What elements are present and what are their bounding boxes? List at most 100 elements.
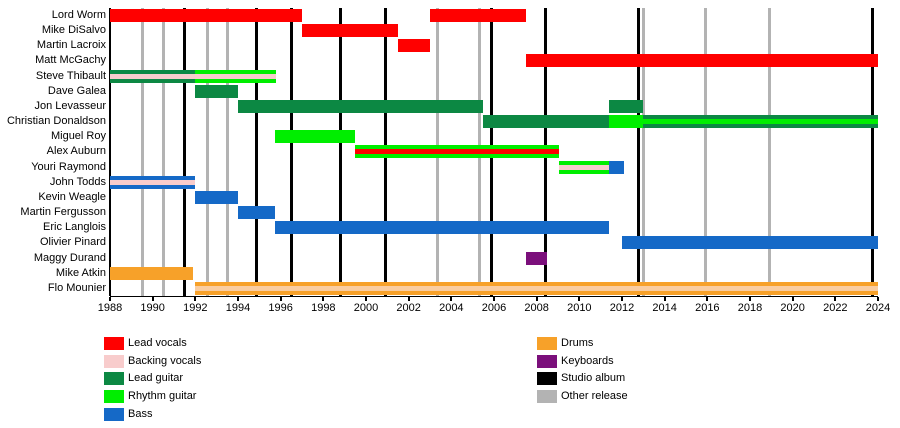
x-tick	[407, 297, 410, 301]
member-row-label: Christian Donaldson	[6, 115, 106, 128]
x-tick-label: 1988	[97, 302, 123, 314]
studio-album-line	[183, 8, 187, 296]
timeline-bar	[483, 115, 610, 129]
legend-item: Drums	[537, 337, 681, 351]
timeline-bar	[526, 54, 878, 68]
timeline-bar	[238, 99, 484, 113]
timeline-bar	[355, 145, 560, 159]
legend-swatch-rhythm_guitar	[104, 390, 124, 404]
legend-label: Other release	[561, 390, 628, 403]
member-labels: Lord Worm Mike DiSalvo Martin Lacroix Matt …	[0, 8, 106, 296]
timeline-bar	[302, 24, 398, 38]
member-row-label: Alex Auburn	[46, 145, 106, 158]
other-release-line	[703, 8, 707, 296]
x-tick	[621, 297, 623, 301]
other-release-line	[161, 8, 165, 296]
member-row-label: Eric Langlois	[43, 221, 106, 234]
bar-stripe-backing_vocals	[195, 285, 878, 291]
legend-item: Studio album	[537, 372, 681, 386]
x-tick	[237, 297, 239, 301]
member-row-label: Steve Thibault	[35, 69, 106, 82]
studio-album-line	[289, 8, 293, 296]
member-row-label: Lord Worm	[51, 9, 106, 21]
member-row-label: Mike DiSalvo	[41, 24, 106, 37]
legend-label: Lead guitar	[128, 372, 184, 385]
bar-stripe-backing_vocals	[195, 73, 277, 79]
other-release-line	[205, 8, 209, 296]
legend-swatch-other_release	[537, 390, 557, 404]
legend-label: Keyboards	[561, 354, 614, 367]
legend-swatch-lead_guitar	[104, 372, 124, 386]
timeline-bar	[275, 221, 610, 235]
timeline-bar	[195, 69, 277, 83]
bar-stripe-lead_vocals	[355, 149, 560, 155]
x-tick	[706, 297, 709, 301]
x-tick-label: 2012	[609, 302, 635, 314]
legend-swatch-keyboards	[537, 354, 557, 368]
legend-item: Bass	[104, 407, 248, 422]
x-tick-label: 1992	[183, 302, 208, 314]
x-tick-label: 1998	[311, 302, 336, 314]
timeline-bar	[110, 175, 196, 189]
timeline-bar	[110, 9, 302, 22]
x-tick-label: 2002	[396, 302, 421, 314]
member-row-label: Miguel Roy	[50, 130, 106, 143]
legend-label: Rhythm guitar	[128, 390, 197, 403]
x-tick-label: 2008	[524, 302, 549, 314]
legend-swatch-lead_vocals	[104, 337, 124, 350]
legend-item: Backing vocals	[104, 354, 248, 369]
member-row-label: Flo Mounier	[47, 281, 106, 294]
member-row-label: Olivier Pinard	[39, 236, 106, 249]
legend-swatch-bass	[104, 407, 124, 421]
member-row-label: Martin Lacroix	[36, 39, 106, 52]
legend-swatch-backing_vocals	[104, 354, 124, 368]
x-tick	[279, 297, 282, 301]
bar-stripe-backing_vocals	[110, 73, 196, 79]
axis-left-border-line	[109, 8, 111, 296]
timeline-bar	[398, 39, 430, 53]
bar-stripe-backing_vocals	[559, 164, 610, 170]
x-tick-label: 2022	[823, 302, 848, 314]
member-row-label: John Todds	[49, 175, 106, 188]
x-tick	[877, 297, 879, 301]
member-row-label: Dave Galea	[47, 84, 106, 97]
other-release-line	[641, 8, 645, 296]
x-tick	[151, 297, 154, 301]
legend-label: Backing vocals	[128, 354, 202, 367]
legend-label: Drums	[561, 337, 594, 349]
legend-swatch-studio_album	[537, 372, 557, 386]
x-tick	[365, 297, 367, 301]
timeline-bar	[110, 69, 196, 83]
x-tick-label: 1990	[140, 302, 165, 314]
legend-label: Lead vocals	[128, 337, 187, 349]
plot-area	[109, 8, 878, 297]
x-tick-label: 1994	[225, 302, 251, 314]
legend-item: Lead vocals	[104, 337, 248, 351]
timeline-bar	[195, 281, 878, 295]
legend-item: Keyboards	[537, 354, 681, 369]
x-tick-label: 2020	[780, 302, 805, 314]
member-row-label: Youri Raymond	[31, 160, 106, 173]
studio-album-line	[254, 8, 258, 296]
bar-stripe-rhythm_guitar	[643, 119, 878, 125]
timeline-bar	[643, 115, 878, 129]
x-tick	[791, 297, 794, 301]
legend-label: Bass	[128, 407, 153, 420]
timeline-bar	[526, 251, 548, 265]
member-row-label: Jon Levasseur	[34, 99, 106, 112]
x-tick-label: 2024	[865, 302, 891, 314]
studio-album-line	[338, 8, 342, 296]
studio-album-line	[636, 8, 640, 296]
bar-stripe-backing_vocals	[110, 179, 196, 185]
x-tick-label: 2000	[353, 302, 379, 314]
member-row-label: Kevin Weagle	[38, 190, 106, 203]
x-tick	[834, 297, 837, 301]
legend-item: Lead guitar	[104, 372, 248, 386]
other-release-line	[140, 8, 144, 296]
x-tick	[535, 297, 538, 301]
legend-swatch-drums	[537, 337, 557, 350]
timeline-bar	[622, 236, 878, 250]
timeline-bar	[195, 190, 238, 204]
x-tick-label: 1996	[268, 302, 293, 314]
timeline-bar	[609, 160, 625, 174]
